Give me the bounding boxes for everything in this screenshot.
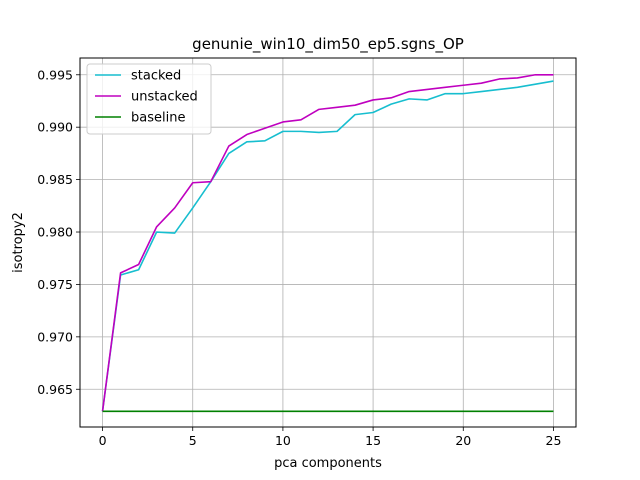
y-tick-label: 0.970 bbox=[37, 329, 73, 344]
legend-label-stacked: stacked bbox=[131, 69, 181, 84]
y-tick-label: 0.990 bbox=[37, 120, 73, 135]
y-axis-label: isotropy2 bbox=[11, 212, 26, 273]
x-tick-label: 15 bbox=[365, 433, 381, 448]
x-tick-label: 25 bbox=[546, 433, 562, 448]
y-tick-label: 0.995 bbox=[37, 67, 73, 82]
y-tick-label: 0.975 bbox=[37, 277, 73, 292]
y-tick-label: 0.965 bbox=[37, 382, 73, 397]
grid bbox=[80, 58, 576, 427]
series-layer bbox=[101, 73, 554, 413]
y-tick-label: 0.980 bbox=[37, 225, 73, 240]
x-tick-label: 20 bbox=[455, 433, 471, 448]
x-axis-label: pca components bbox=[274, 456, 382, 471]
legend-label-unstacked: unstacked bbox=[131, 90, 198, 105]
x-tick-label: 10 bbox=[275, 433, 291, 448]
y-tick-label: 0.985 bbox=[37, 172, 73, 187]
series-line-unstacked bbox=[101, 73, 554, 412]
ticks: 0 5 10 15 20 25 0.965 0.970 0.975 0.980 0.985 0.990… bbox=[37, 67, 561, 448]
plot-frame bbox=[79, 57, 577, 428]
series-line-stacked bbox=[101, 80, 554, 412]
legend: stacked unstacked baseline bbox=[86, 63, 212, 135]
chart-title: genunie_win10_dim50_ep5.sgns_OP bbox=[192, 35, 464, 54]
x-tick-label: 5 bbox=[189, 433, 197, 448]
x-tick-label: 0 bbox=[99, 433, 107, 448]
legend-label-baseline: baseline bbox=[131, 111, 185, 126]
